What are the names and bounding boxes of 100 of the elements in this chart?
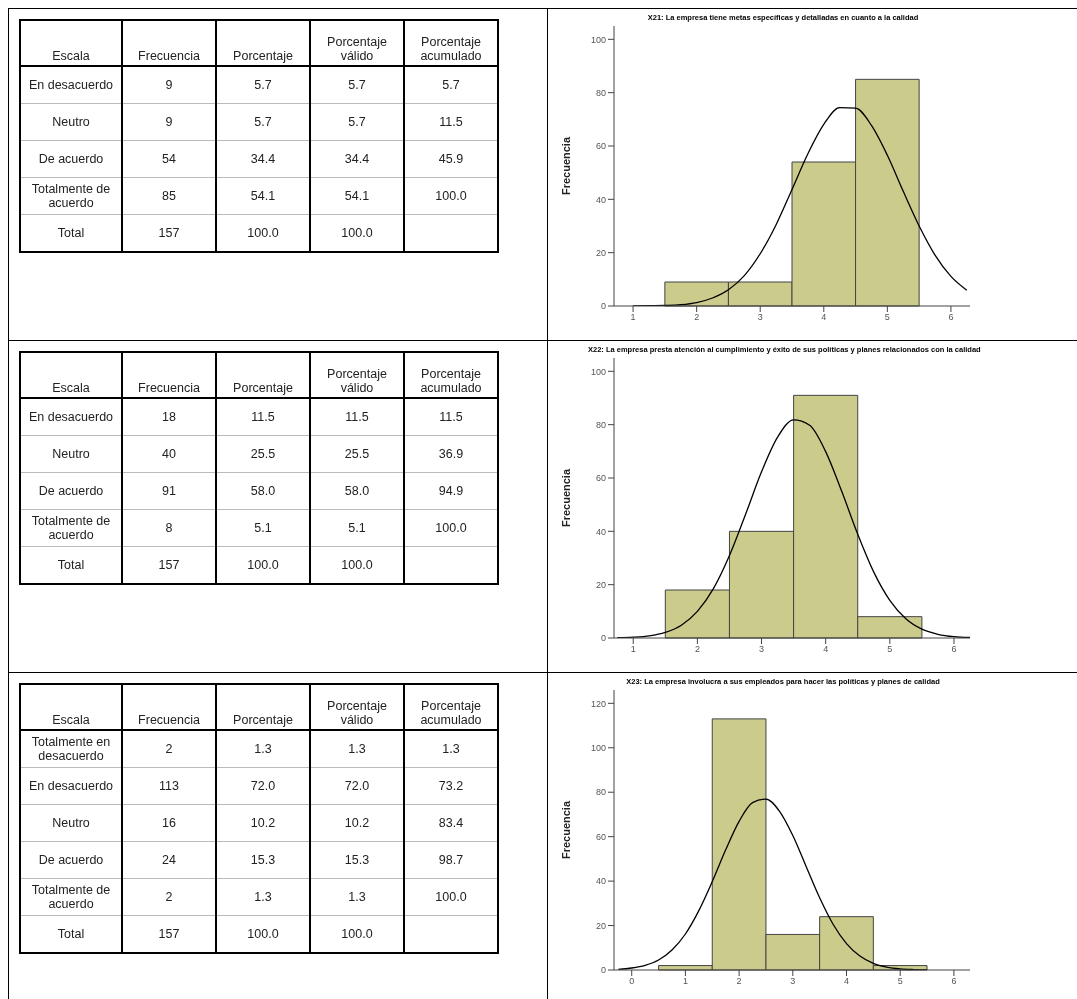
y-axis-title: Frecuencia (559, 468, 572, 528)
data-label: 73.2 (404, 767, 498, 805)
data-label: 5.1 (310, 509, 404, 547)
y-tick-label: 80 (595, 787, 606, 798)
y-tick-label: En desacuerdo (20, 767, 122, 805)
x-tick-label: 1 (630, 644, 636, 655)
data-label: 2 (122, 878, 216, 916)
data-label: 5.7 (310, 66, 404, 104)
y-tick-label: 60 (595, 473, 606, 484)
data-label: 24 (122, 841, 216, 879)
x-tick-label: Frecuencia (122, 684, 216, 730)
y-tick-label: Neutro (20, 435, 122, 473)
x-tick-label: Porcentaje (216, 20, 310, 66)
y-tick-label: 100 (590, 366, 606, 377)
data-label: 100.0 (310, 546, 404, 584)
y-axis-title: Frecuencia (559, 800, 572, 860)
x-tick-label: Porcentaje acumulado (404, 20, 498, 66)
data-label: 100.0 (404, 878, 498, 916)
data-label: 15.3 (310, 841, 404, 879)
y-tick-label: En desacuerdo (20, 398, 122, 436)
y-tick-label: 40 (595, 526, 606, 537)
data-label: 157 (122, 546, 216, 584)
data-label: 36.9 (404, 435, 498, 473)
x-tick-label: 5 (884, 312, 890, 323)
x-tick-label: Porcentaje acumulado (404, 352, 498, 398)
x-tick-label: Porcentaje acumulado (404, 684, 498, 730)
data-label: 72.0 (216, 767, 310, 805)
data-label: 100.0 (216, 915, 310, 953)
data-label: 100.0 (404, 177, 498, 215)
data-label: 11.5 (404, 103, 498, 141)
x-tick-label: 2 (694, 312, 700, 323)
data-label: 9 (122, 103, 216, 141)
data-label: 9 (122, 66, 216, 104)
data-label: 5.7 (216, 103, 310, 141)
y-tick-label: 60 (595, 141, 606, 152)
data-label: 1.3 (310, 878, 404, 916)
data-label: 18 (122, 398, 216, 436)
data-label: 100.0 (310, 915, 404, 953)
data-label: 45.9 (404, 140, 498, 178)
data-label: 98.7 (404, 841, 498, 879)
y-tick-label: 0 (600, 301, 606, 312)
y-tick-label: 100 (590, 742, 606, 753)
data-label: 10.2 (310, 804, 404, 842)
y-tick-label: Neutro (20, 103, 122, 141)
data-label: 15.3 (216, 841, 310, 879)
x-tick-label: 0 (629, 976, 635, 987)
y-tick-label: Total (20, 915, 122, 953)
y-axis-title: Escala (20, 20, 122, 66)
data-label: 83.4 (404, 804, 498, 842)
y-tick-label: 100 (590, 34, 606, 45)
data-label: 100.0 (216, 214, 310, 252)
data-label: 5.1 (216, 509, 310, 547)
data-label: 11.5 (404, 398, 498, 436)
data-label: 2 (122, 730, 216, 768)
x-tick-label: 4 (843, 976, 850, 987)
x-tick-label: 4 (821, 312, 827, 323)
y-tick-label: 0 (600, 965, 606, 976)
y-tick-label: Totalmente de acuerdo (20, 509, 122, 547)
y-tick-label: Totalmente de acuerdo (20, 177, 122, 215)
data-label: 54.1 (310, 177, 404, 215)
data-label: 11.5 (310, 398, 404, 436)
x-tick-label: 3 (759, 644, 765, 655)
data-label: 1.3 (216, 730, 310, 768)
y-tick-label: De acuerdo (20, 472, 122, 510)
data-label: 8 (122, 509, 216, 547)
y-tick-label: 60 (595, 831, 606, 842)
y-tick-label: En desacuerdo (20, 66, 122, 104)
data-label: 72.0 (310, 767, 404, 805)
x-tick-label: Porcentaje válido (310, 20, 404, 66)
data-label: 100.0 (310, 214, 404, 252)
y-tick-label: 120 (590, 698, 606, 709)
y-tick-label: 0 (600, 633, 606, 644)
x-tick-label: Frecuencia (122, 352, 216, 398)
y-tick-label: Total (20, 546, 122, 584)
x-tick-label: 2 (694, 644, 700, 655)
y-tick-label: 20 (595, 579, 606, 590)
y-tick-label: Neutro (20, 804, 122, 842)
x-tick-label: Porcentaje (216, 684, 310, 730)
data-label: 100.0 (216, 546, 310, 584)
data-label: 34.4 (216, 140, 310, 178)
data-label: 157 (122, 915, 216, 953)
x-tick-label: 6 (951, 976, 957, 987)
data-label: 1.3 (216, 878, 310, 916)
y-tick-label: Totalmente de acuerdo (20, 878, 122, 916)
x-tick-label: Porcentaje válido (310, 352, 404, 398)
data-label: 58.0 (310, 472, 404, 510)
data-label: 100.0 (404, 509, 498, 547)
x-tick-label: 1 (682, 976, 688, 987)
y-tick-label: De acuerdo (20, 140, 122, 178)
y-tick-label: 20 (595, 920, 606, 931)
data-label: 10.2 (216, 804, 310, 842)
x-tick-label: Porcentaje válido (310, 684, 404, 730)
y-tick-label: 40 (595, 194, 606, 205)
data-label: 58.0 (216, 472, 310, 510)
data-label: 113 (122, 767, 216, 805)
y-tick-label: 80 (595, 87, 606, 98)
data-label: 5.7 (310, 103, 404, 141)
x-tick-label: 6 (948, 312, 954, 323)
x-tick-label: 3 (757, 312, 763, 323)
x-tick-label: 6 (951, 644, 957, 655)
